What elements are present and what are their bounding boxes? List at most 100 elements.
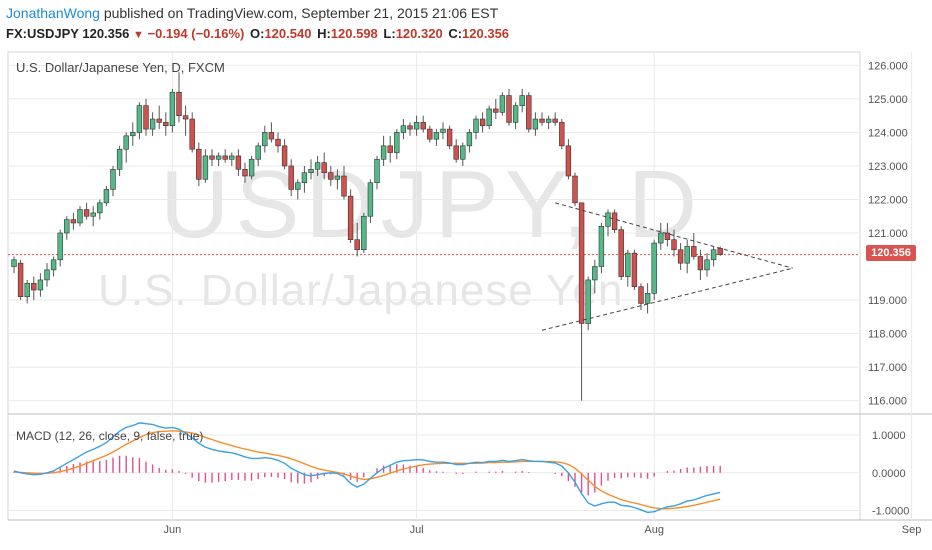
macd-tick-label: 0.0000 (872, 468, 906, 480)
time-tick-label: Jul (410, 524, 424, 536)
candle-up (11, 259, 17, 267)
candle-up (57, 232, 63, 261)
price-tick-label: 123.000 (868, 161, 908, 173)
candle-up (413, 122, 420, 130)
low-value: 120.320 (395, 26, 443, 41)
candle-up (400, 125, 407, 133)
candle-down (209, 155, 215, 160)
triangle-lower-line (541, 267, 793, 331)
candle-down (31, 282, 37, 291)
candle-up (625, 252, 631, 277)
candle-up (262, 132, 268, 147)
candle-down (182, 115, 189, 120)
candle-down (479, 118, 486, 127)
candle-down (341, 175, 347, 197)
chart-header: JonathanWong published on TradingView.co… (0, 0, 932, 50)
plot-frame (7, 51, 861, 521)
candle-up (50, 259, 57, 271)
candle-up (229, 155, 235, 160)
candle-up (651, 242, 657, 294)
candle-down (618, 229, 624, 277)
candle-up (44, 269, 50, 281)
candle-down (407, 125, 413, 130)
candle-up (598, 225, 605, 267)
candle-up (64, 219, 70, 234)
candle-down (163, 122, 169, 127)
candle-down (427, 128, 433, 140)
candle-down (321, 162, 327, 173)
candle-down (572, 175, 578, 204)
candle-down (539, 118, 545, 123)
candle-up (440, 128, 446, 133)
triangle-upper-line (555, 202, 793, 269)
candle-down (565, 145, 572, 177)
price-tick-label: 124.000 (868, 127, 908, 139)
price-tick-label: 121.000 (868, 228, 908, 240)
price-tick-label: 119.000 (868, 295, 907, 307)
candle-down (156, 118, 162, 123)
candle-up (202, 155, 209, 180)
macd-tick-label: 1.0000 (872, 430, 906, 442)
candle-up (658, 232, 664, 244)
macd-line (13, 422, 721, 514)
candle-down (176, 91, 182, 116)
candle-up (248, 158, 255, 177)
candle-up (704, 259, 710, 271)
candle-up (136, 105, 143, 133)
candle-up (374, 158, 380, 184)
time-tick-label: Sep (902, 524, 922, 536)
candle-up (367, 182, 374, 217)
candle-up (255, 145, 261, 160)
candle-down (506, 95, 512, 123)
candle-up (532, 118, 539, 130)
candle-down (17, 262, 24, 297)
candle-up (361, 215, 367, 251)
macd-label: MACD (12, 26, close, 9, false, true) (16, 429, 204, 443)
candle-up (592, 266, 598, 281)
author-link[interactable]: JonathanWong (6, 5, 100, 21)
candle-up (77, 209, 83, 224)
candle-down (268, 132, 275, 140)
candle-down (453, 145, 459, 160)
candle-down (347, 195, 354, 241)
candle-down (196, 148, 202, 180)
candle-up (314, 162, 321, 170)
high-label: H: (317, 26, 331, 41)
candle-down (611, 212, 618, 230)
candle-down (288, 165, 294, 190)
time-tick-label: Aug (644, 524, 664, 536)
candle-down (552, 118, 558, 123)
candle-up (90, 212, 96, 217)
candle-down (559, 122, 565, 147)
candle-down (638, 286, 644, 304)
change-value: −0.194 (147, 26, 188, 41)
price-tick-label: 117.000 (868, 362, 907, 374)
candle-up (473, 118, 479, 133)
candle-up (519, 95, 525, 106)
candle-up (394, 132, 400, 153)
candle-up (466, 132, 473, 147)
candle-down (222, 155, 228, 160)
candle-up (684, 246, 690, 264)
candle-up (460, 145, 466, 160)
symbol-label: FX:USDJPY (6, 26, 79, 41)
price-tick-label: 126.000 (868, 60, 908, 72)
candle-up (130, 132, 136, 137)
candle-up (215, 155, 222, 160)
open-label: O: (250, 26, 265, 41)
candle-down (235, 155, 242, 170)
candle-down (631, 252, 638, 287)
chart-canvas[interactable]: 126.000 125.000 124.000 123.000 122.000 121.0… (0, 50, 932, 550)
candle-up (710, 249, 717, 261)
candle-up (97, 202, 103, 214)
candle-down (578, 202, 585, 324)
price-tick-label: 118.000 (868, 329, 907, 341)
candle-down (526, 95, 532, 130)
candle-up (24, 282, 30, 297)
down-arrow-icon: ▼ (132, 29, 144, 41)
candle-down (664, 232, 671, 241)
low-label: L: (383, 26, 396, 41)
candle-down (354, 239, 360, 251)
candle-up (433, 132, 440, 140)
price-tick-label: 122.000 (868, 194, 908, 206)
